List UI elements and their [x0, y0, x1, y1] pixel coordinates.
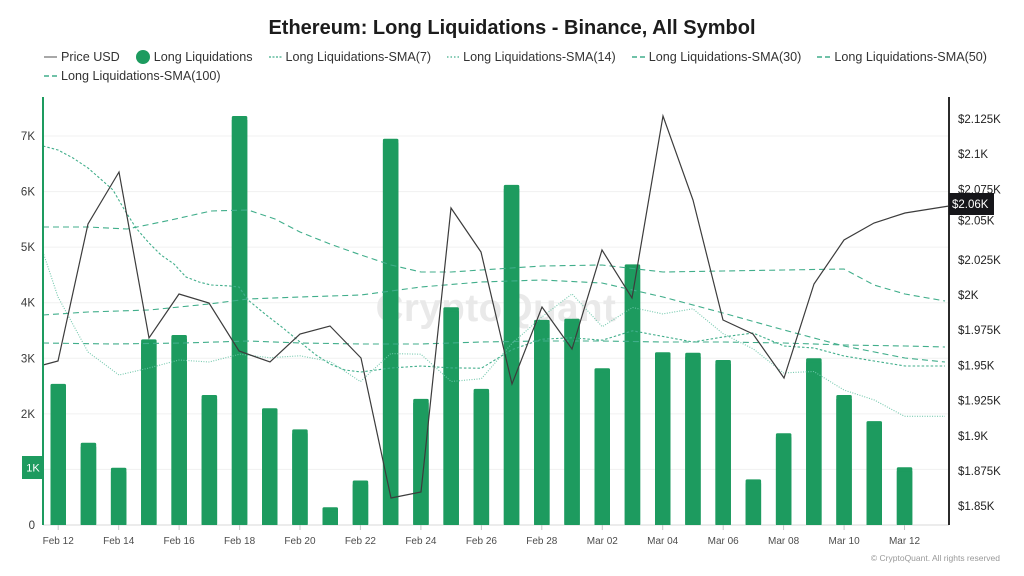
svg-text:$2.06K: $2.06K: [952, 199, 989, 211]
svg-text:$1.875K: $1.875K: [958, 466, 1001, 478]
svg-text:Mar 12: Mar 12: [889, 536, 921, 547]
svg-text:0: 0: [29, 520, 35, 532]
svg-text:$2K: $2K: [958, 290, 979, 302]
svg-text:Feb 24: Feb 24: [405, 536, 437, 547]
svg-text:Feb 14: Feb 14: [103, 536, 135, 547]
svg-text:3K: 3K: [21, 353, 35, 365]
svg-text:Mar 04: Mar 04: [647, 536, 679, 547]
svg-text:7K: 7K: [21, 131, 35, 143]
svg-text:$2.1K: $2.1K: [958, 149, 988, 161]
svg-text:Mar 10: Mar 10: [829, 536, 861, 547]
svg-text:6K: 6K: [21, 187, 35, 199]
svg-text:Feb 22: Feb 22: [345, 536, 377, 547]
svg-text:Feb 12: Feb 12: [43, 536, 75, 547]
svg-text:Feb 26: Feb 26: [466, 536, 498, 547]
svg-text:Feb 28: Feb 28: [526, 536, 558, 547]
svg-text:$2.05K: $2.05K: [958, 216, 995, 228]
svg-text:$2.025K: $2.025K: [958, 255, 1001, 267]
svg-text:Mar 02: Mar 02: [587, 536, 619, 547]
svg-text:Mar 08: Mar 08: [768, 536, 800, 547]
svg-text:4K: 4K: [21, 298, 35, 310]
svg-text:$1.95K: $1.95K: [958, 360, 995, 372]
svg-text:$2.125K: $2.125K: [958, 114, 1001, 126]
svg-text:2K: 2K: [21, 409, 35, 421]
svg-text:$1.9K: $1.9K: [958, 431, 988, 443]
svg-text:Mar 06: Mar 06: [708, 536, 740, 547]
svg-text:$1.925K: $1.925K: [958, 396, 1001, 408]
svg-text:Feb 18: Feb 18: [224, 536, 256, 547]
svg-text:Feb 20: Feb 20: [284, 536, 316, 547]
svg-text:© CryptoQuant. All rights rese: © CryptoQuant. All rights reserved: [871, 553, 1000, 563]
svg-text:$1.975K: $1.975K: [958, 325, 1001, 337]
svg-text:$1.85K: $1.85K: [958, 501, 995, 513]
svg-text:1K: 1K: [26, 463, 40, 475]
svg-text:5K: 5K: [21, 242, 35, 254]
svg-text:Feb 16: Feb 16: [164, 536, 196, 547]
